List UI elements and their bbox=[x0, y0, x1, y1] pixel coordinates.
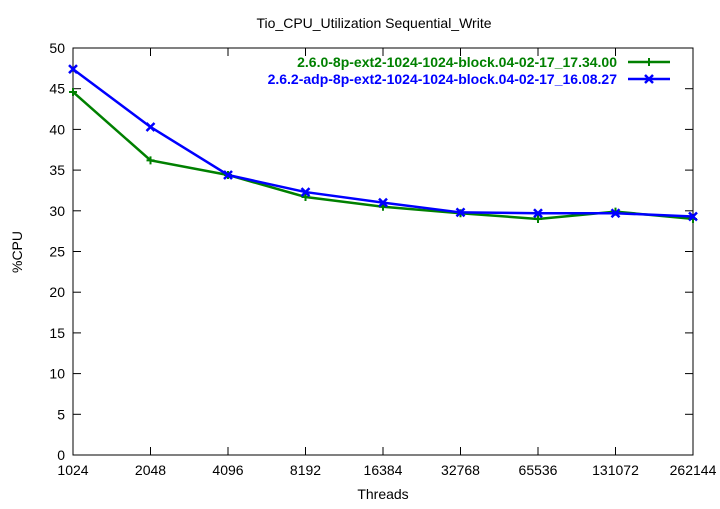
data-point bbox=[301, 192, 310, 201]
x-tick-label: 262144 bbox=[670, 462, 717, 478]
data-point bbox=[534, 214, 542, 223]
y-tick-label: 30 bbox=[49, 203, 65, 219]
data-point bbox=[533, 208, 543, 219]
data-point bbox=[644, 74, 654, 84]
series-line bbox=[72, 68, 694, 218]
x-tick-label: 4096 bbox=[212, 462, 243, 478]
x-tick-label: 65536 bbox=[519, 462, 558, 478]
data-point bbox=[688, 211, 698, 222]
y-axis-label: %CPU bbox=[9, 231, 25, 273]
x-axis-label: Threads bbox=[357, 486, 408, 502]
y-tick-label: 45 bbox=[49, 81, 65, 97]
data-point bbox=[300, 187, 311, 197]
x-tick-label: 16384 bbox=[364, 462, 403, 478]
x-tick-label: 2048 bbox=[135, 462, 166, 478]
data-point bbox=[145, 122, 156, 132]
data-point bbox=[69, 87, 77, 96]
x-tick-label: 1024 bbox=[57, 462, 88, 478]
y-tick-label: 40 bbox=[49, 121, 65, 137]
y-tick-label: 20 bbox=[49, 284, 65, 300]
y-tick-label: 50 bbox=[49, 40, 65, 56]
y-tick-label: 35 bbox=[49, 162, 65, 178]
data-point bbox=[378, 197, 388, 208]
plot-border bbox=[72, 47, 694, 456]
legend-label: 2.6.2-adp-8p-ext2-1024-1024-block.04-02-… bbox=[268, 71, 618, 87]
y-tick-label: 15 bbox=[49, 325, 65, 341]
x-tick-label: 8192 bbox=[290, 462, 321, 478]
y-tick-label: 0 bbox=[57, 447, 65, 463]
data-point bbox=[645, 58, 653, 66]
chart-title: Tio_CPU_Utilization Sequential_Write bbox=[257, 15, 492, 31]
x-tick-label: 131072 bbox=[592, 462, 639, 478]
y-tick-label: 25 bbox=[49, 244, 65, 260]
data-point bbox=[223, 170, 233, 180]
series-line bbox=[72, 91, 694, 221]
data-point bbox=[610, 208, 621, 219]
x-tick-label: 32768 bbox=[441, 462, 480, 478]
data-point bbox=[455, 207, 466, 218]
y-tick-label: 10 bbox=[49, 366, 65, 382]
data-point bbox=[146, 156, 155, 165]
data-point bbox=[68, 64, 78, 75]
legend-label: 2.6.0-8p-ext2-1024-1024-block.04-02-17_1… bbox=[297, 54, 617, 70]
y-tick-label: 5 bbox=[57, 406, 65, 422]
series-2 bbox=[68, 64, 698, 222]
